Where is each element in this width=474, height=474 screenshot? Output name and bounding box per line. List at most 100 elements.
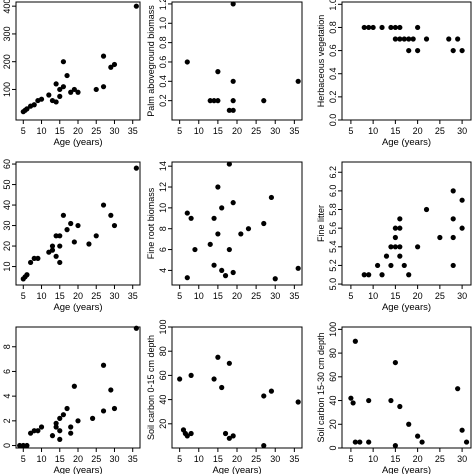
x-tick-label: 20 <box>232 454 242 464</box>
data-points <box>361 188 465 278</box>
x-tick-label: 5 <box>348 454 353 464</box>
y-axis: 20 40 60 80 100 <box>158 319 172 429</box>
data-point <box>226 107 232 113</box>
y-tick-label: 5.6 <box>328 222 338 235</box>
data-point <box>68 424 74 430</box>
data-point <box>100 362 107 368</box>
y-tick-label: 400 <box>2 0 12 14</box>
data-point <box>423 36 430 42</box>
data-point <box>450 47 456 54</box>
x-axis-label: Age (years) <box>382 465 431 474</box>
y-axis: 10 20 30 40 50 60 <box>2 159 16 272</box>
data-point <box>379 272 385 278</box>
data-point <box>459 47 465 54</box>
x-tick-label: 25 <box>435 291 445 301</box>
y-axis-label: Herbaceous vegetation <box>316 15 326 108</box>
y-tick-label: 60 <box>158 370 168 380</box>
y-tick-label: 6.0 <box>328 185 338 198</box>
data-point <box>64 405 70 412</box>
data-point <box>71 239 77 245</box>
data-points <box>20 165 139 282</box>
y-tick-label: 80 <box>158 346 168 356</box>
data-point <box>222 430 229 437</box>
x-tick-label: 15 <box>213 126 223 136</box>
data-point <box>392 225 398 231</box>
x-tick-label: 25 <box>251 291 261 301</box>
x-axis: 5 10 15 20 25 30 <box>348 448 467 464</box>
y-tick-label: 80 <box>328 348 338 358</box>
data-point <box>295 265 301 271</box>
data-point <box>31 102 37 108</box>
data-point <box>60 84 67 90</box>
x-tick-label: 15 <box>55 454 65 464</box>
x-tick-label: 5 <box>21 291 26 301</box>
data-point <box>57 428 63 434</box>
y-tick-label: 0.2 <box>328 91 338 104</box>
y-tick-label: 40 <box>158 395 168 405</box>
data-points <box>17 325 139 449</box>
x-tick-label: 10 <box>194 126 204 136</box>
data-point <box>406 272 412 278</box>
y-tick-label: 5.4 <box>328 241 338 254</box>
x-axis-label: Age (years) <box>382 137 431 148</box>
x-tick-label: 30 <box>109 454 119 464</box>
x-tick-label: 10 <box>368 126 378 136</box>
x-tick-label: 30 <box>457 291 467 301</box>
data-point <box>53 99 59 105</box>
data-point <box>392 234 398 241</box>
data-point <box>463 439 470 445</box>
data-point <box>86 241 92 247</box>
x-tick-label: 5 <box>177 126 182 136</box>
data-point <box>226 246 232 253</box>
data-point <box>111 222 118 229</box>
plot-frame <box>171 1 303 121</box>
y-tick-label: 1.2 <box>158 0 168 10</box>
data-point <box>397 403 403 410</box>
plot-frame <box>171 326 303 449</box>
panel-3: 5 10 15 20 25 30 0.0 0.2 0.4 0.6 0.8 1.0 Age (years)… <box>316 0 472 148</box>
y-tick-label: 2 <box>2 418 12 423</box>
x-tick-label: 30 <box>109 291 119 301</box>
y-axis-label: Soil carbon 15-30 cm depth <box>316 332 326 442</box>
data-point <box>93 233 99 239</box>
data-point <box>366 24 372 31</box>
data-point <box>17 442 23 449</box>
data-point <box>184 275 190 281</box>
y-tick-label: 0.4 <box>158 75 168 88</box>
x-tick-label: 15 <box>55 126 65 136</box>
data-point <box>226 360 232 366</box>
panel-4: 5 10 15 20 25 30 35 10 20 30 40 50 60 Age (years) <box>2 159 141 313</box>
y-tick-label: 30 <box>2 221 12 231</box>
data-point <box>261 220 267 227</box>
y-tick-label: 1.0 <box>158 17 168 30</box>
y-axis-label: Fine root biomass <box>146 187 156 259</box>
data-point <box>350 400 356 406</box>
x-tick-label: 20 <box>232 126 242 136</box>
x-tick-label: 20 <box>73 291 83 301</box>
y-axis-label: Palm aboveground biomass <box>146 5 156 117</box>
data-point <box>211 262 217 268</box>
y-axis: 0 20 40 60 80 100 <box>328 322 342 451</box>
y-tick-label: 50 <box>2 180 12 190</box>
data-point <box>100 202 107 208</box>
data-point <box>226 435 232 441</box>
data-point <box>352 338 358 344</box>
data-point <box>268 194 275 201</box>
x-tick-label: 10 <box>368 454 378 464</box>
y-tick-label: 10 <box>2 262 12 272</box>
data-point <box>415 433 421 439</box>
x-tick-label: 35 <box>289 126 299 136</box>
y-tick-label: 8 <box>2 344 12 349</box>
data-point <box>24 272 30 278</box>
y-tick-label: 0 <box>2 443 12 448</box>
data-point <box>230 200 236 206</box>
x-axis: 5 10 15 20 25 30 35 <box>21 448 138 464</box>
y-tick-label: 0.6 <box>328 44 338 57</box>
data-point <box>415 24 421 31</box>
data-point <box>75 89 81 95</box>
data-point <box>57 243 63 249</box>
x-axis: 5 10 15 20 25 30 35 <box>177 448 299 464</box>
x-axis-label: Age (years) <box>53 302 102 313</box>
data-point <box>388 24 394 31</box>
x-axis: 5 10 15 20 25 30 <box>348 285 467 301</box>
